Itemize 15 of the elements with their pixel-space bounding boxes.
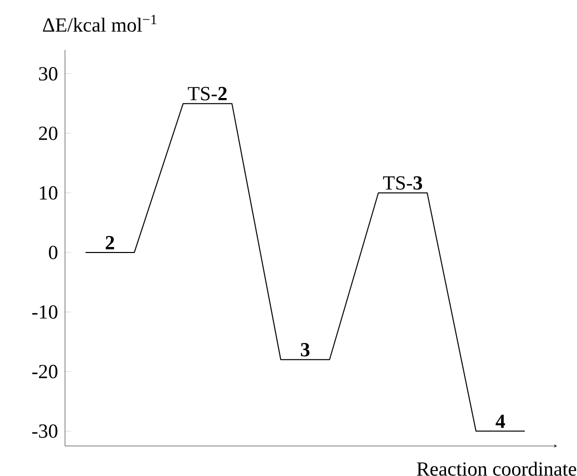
annotation: TS-2 xyxy=(188,86,227,100)
annotation: 2 xyxy=(106,236,114,250)
y-tick-label: -20 xyxy=(32,364,58,378)
y-tick-label: 0 xyxy=(48,246,58,260)
y-tick-label: 30 xyxy=(39,67,58,81)
y-tick-label: 20 xyxy=(39,126,58,140)
line-series xyxy=(85,103,526,432)
annotation: 3 xyxy=(300,342,310,356)
y-tick-label: 10 xyxy=(40,186,58,200)
y-tick-label: -10 xyxy=(32,305,58,319)
annotation: TS-3 xyxy=(383,176,422,190)
annotation: 4 xyxy=(496,414,506,428)
y-axis-title: ΔE/kcal mol$^{−1}$ xyxy=(42,14,156,32)
x-axis-title: Reaction coordinate xyxy=(416,462,576,476)
y-tick-label: -30 xyxy=(32,424,58,438)
